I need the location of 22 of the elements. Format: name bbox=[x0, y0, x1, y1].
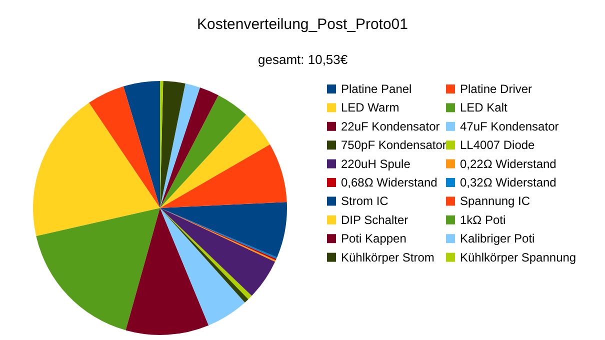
legend-label: LED Kalt bbox=[460, 100, 508, 115]
legend-label: 750pF Kondensator bbox=[341, 138, 446, 152]
legend-label: 0,22Ω Widerstand bbox=[460, 156, 556, 171]
legend-label: 1kΩ Poti bbox=[460, 212, 506, 227]
legend-label: LL4007 Diode bbox=[460, 138, 536, 152]
legend-label: 47uF Kondensator bbox=[460, 119, 559, 134]
legend-label: 0,32Ω Widerstand bbox=[460, 176, 556, 190]
chart-subtitle: gesamt: 10,53€ bbox=[258, 52, 348, 67]
chart-title: Kostenverteilung_Post_Proto01 bbox=[197, 16, 408, 33]
legend-label: 220uH Spule bbox=[341, 156, 411, 171]
legend-label: Kühlkörper Strom bbox=[341, 250, 434, 264]
legend-label: LED Warm bbox=[341, 100, 400, 115]
legend-label: Platine Panel bbox=[341, 82, 412, 96]
legend-label: Platine Driver bbox=[460, 82, 532, 96]
legend-label: 0,68Ω Widerstand bbox=[341, 176, 438, 190]
legend-label: Strom IC bbox=[341, 194, 389, 208]
legend-label: Kühlkörper Spannung bbox=[460, 250, 576, 264]
legend-label: Kalibriger Poti bbox=[460, 232, 535, 246]
legend-label: DIP Schalter bbox=[341, 212, 408, 227]
legend-label: 22uF Kondensator bbox=[341, 119, 440, 134]
legend-label: Poti Kappen bbox=[341, 232, 406, 246]
legend-label: Spannung IC bbox=[460, 194, 530, 208]
